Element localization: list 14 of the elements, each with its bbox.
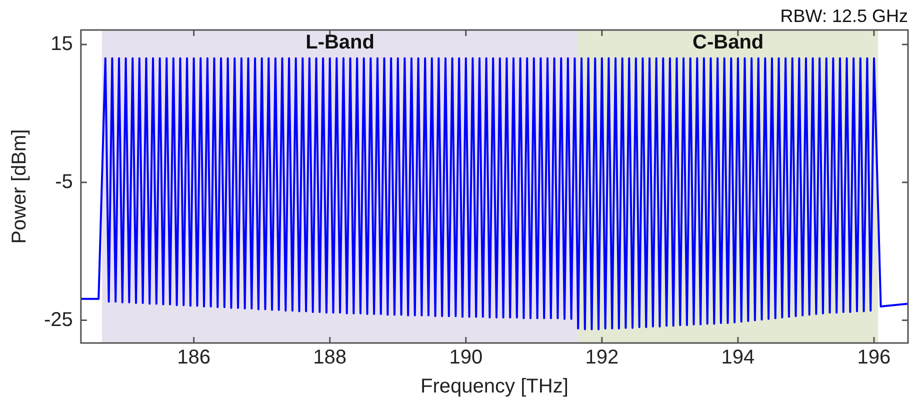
y-tick-label: -25 — [44, 308, 73, 331]
y-tick-label: -5 — [55, 170, 73, 193]
band-label: C-Band — [692, 32, 764, 54]
x-tick-label: 196 — [857, 346, 891, 369]
x-tick-label: 192 — [585, 346, 619, 369]
band-label: L-Band — [306, 32, 374, 54]
x-axis-title: Frequency [THz] — [420, 376, 568, 398]
x-tick-label: 186 — [177, 346, 211, 369]
x-tick-label: 190 — [449, 346, 483, 369]
y-axis-title: Power [dBm] — [8, 129, 31, 244]
y-tick-label: 15 — [50, 32, 73, 55]
text: RBW: 12.5 GHz — [780, 6, 908, 26]
x-tick-label: 194 — [721, 346, 755, 369]
x-tick-label: 188 — [313, 346, 347, 369]
